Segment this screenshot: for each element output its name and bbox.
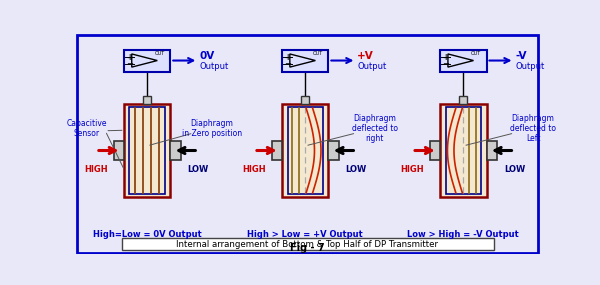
Text: Diaphragm
deflected to
Left: Diaphragm deflected to Left	[510, 114, 556, 143]
Bar	[272, 141, 282, 160]
Bar	[282, 50, 328, 72]
Text: High > Low = +V Output: High > Low = +V Output	[247, 231, 363, 239]
Text: +: +	[284, 53, 290, 62]
Text: OUT: OUT	[313, 51, 323, 56]
Bar	[143, 96, 151, 104]
Polygon shape	[132, 54, 157, 67]
Polygon shape	[448, 54, 473, 67]
Text: 0V: 0V	[199, 51, 214, 61]
Text: Diaphragm
in Zero position: Diaphragm in Zero position	[182, 119, 242, 138]
Bar	[328, 141, 338, 160]
Bar	[301, 96, 310, 104]
Text: −: −	[442, 59, 449, 68]
Bar	[459, 96, 467, 104]
Text: OUT: OUT	[471, 51, 481, 56]
Bar	[446, 107, 481, 194]
Text: Capacitive
Sensor: Capacitive Sensor	[67, 119, 107, 138]
Bar	[130, 107, 165, 194]
Bar	[430, 141, 440, 160]
Text: LOW: LOW	[504, 165, 525, 174]
Text: OUT: OUT	[155, 51, 165, 56]
Text: HIGH: HIGH	[400, 165, 424, 174]
Bar	[113, 141, 124, 160]
Text: LOW: LOW	[188, 165, 209, 174]
Text: Output: Output	[357, 62, 386, 70]
Bar	[124, 104, 170, 197]
Text: −: −	[126, 59, 133, 68]
Text: Fig - 7: Fig - 7	[290, 243, 325, 253]
Text: Internal arrangement of Bottom & Top Half of DP Transmitter: Internal arrangement of Bottom & Top Hal…	[176, 240, 439, 249]
Text: +: +	[126, 53, 133, 62]
Bar	[124, 50, 170, 72]
Text: High=Low = 0V Output: High=Low = 0V Output	[92, 231, 202, 239]
Text: Diaphragm
deflected to
right: Diaphragm deflected to right	[352, 114, 398, 143]
Bar	[440, 104, 487, 197]
Bar	[121, 238, 493, 250]
Text: HIGH: HIGH	[84, 165, 108, 174]
Text: HIGH: HIGH	[242, 165, 266, 174]
Text: +V: +V	[357, 51, 374, 61]
Text: −: −	[284, 59, 291, 68]
Text: Output: Output	[199, 62, 229, 70]
Text: LOW: LOW	[346, 165, 367, 174]
Bar	[487, 141, 497, 160]
Text: -V: -V	[515, 51, 527, 61]
Bar	[440, 50, 487, 72]
Polygon shape	[290, 54, 316, 67]
Bar	[282, 104, 328, 197]
Text: +: +	[442, 53, 449, 62]
Text: Output: Output	[515, 62, 545, 70]
Text: Low > High = -V Output: Low > High = -V Output	[407, 231, 519, 239]
Bar	[287, 107, 323, 194]
Bar	[170, 141, 181, 160]
